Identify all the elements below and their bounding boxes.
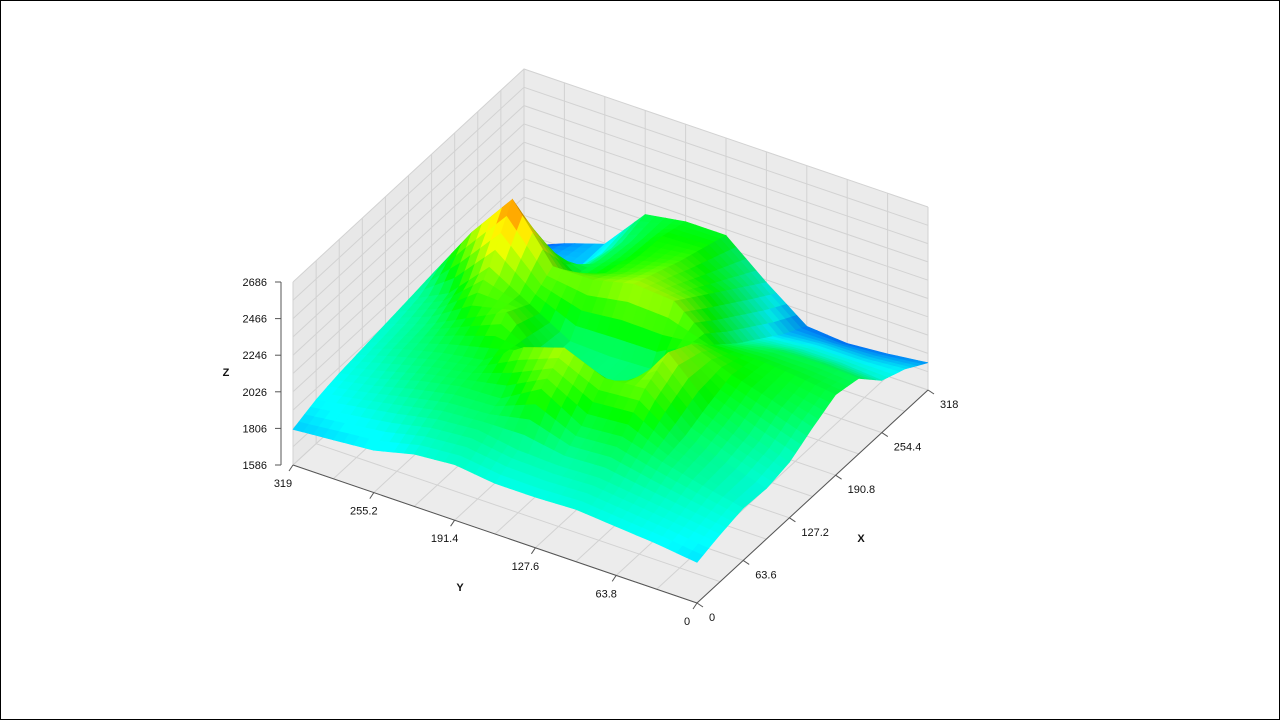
z-tick-label: 2466 xyxy=(243,314,267,326)
z-tick-label: 1806 xyxy=(243,423,267,435)
wall-gridline xyxy=(292,141,929,356)
x-tick-mark xyxy=(835,474,842,480)
wall-gridline xyxy=(292,123,929,338)
z-tick-label: 2686 xyxy=(243,277,267,289)
y-tick-mark xyxy=(611,575,617,582)
y-tick-label: 319 xyxy=(274,478,292,490)
y-tick-label: 0 xyxy=(684,616,690,628)
surface-mesh xyxy=(292,198,929,563)
wall-gridline xyxy=(292,105,929,319)
x-tick-mark xyxy=(742,559,750,565)
x-tick-label: 63.6 xyxy=(755,569,776,581)
tick-labels: 0 63.6 127.2 190.8 254.4 318 0 63.8 127.6 191.4 25… xyxy=(243,277,959,628)
y-tick-label: 255.2 xyxy=(350,506,378,518)
z-axis-label: Z xyxy=(223,367,230,379)
x-axis-label: X xyxy=(857,533,865,545)
wall-gridline xyxy=(292,159,929,374)
y-tick-mark xyxy=(369,492,375,499)
x-tick-mark xyxy=(881,432,889,438)
x-axis-line xyxy=(696,389,929,604)
wall-gridline xyxy=(292,86,929,301)
z-tick-label: 2026 xyxy=(243,387,267,399)
x-tick-mark xyxy=(789,517,796,523)
y-axis-label: Y xyxy=(456,582,464,594)
y-tick-mark xyxy=(530,547,536,555)
x-tick-mark xyxy=(927,389,935,395)
surface-patch xyxy=(686,550,704,563)
x-tick-mark xyxy=(696,602,704,608)
wall-gridline xyxy=(292,178,929,393)
y-tick-mark xyxy=(692,602,698,610)
z-tick-label: 2246 xyxy=(243,350,267,362)
y-tick-label: 127.6 xyxy=(512,561,540,573)
x-tick-label: 318 xyxy=(940,399,958,411)
y-tick-mark xyxy=(288,464,294,472)
z-tick-label: 1586 xyxy=(243,460,267,472)
x-tick-label: 254.4 xyxy=(894,442,922,454)
wall-gridline xyxy=(292,68,929,283)
y-axis-line xyxy=(292,464,698,604)
wall-gridline xyxy=(292,196,929,411)
x-tick-label: 0 xyxy=(709,612,715,624)
y-tick-label: 63.8 xyxy=(595,588,616,600)
y-tick-label: 191.4 xyxy=(431,533,459,545)
axis-lines xyxy=(275,281,935,610)
x-tick-label: 127.2 xyxy=(801,527,829,539)
y-tick-mark xyxy=(450,519,456,527)
x-tick-label: 190.8 xyxy=(848,484,876,496)
